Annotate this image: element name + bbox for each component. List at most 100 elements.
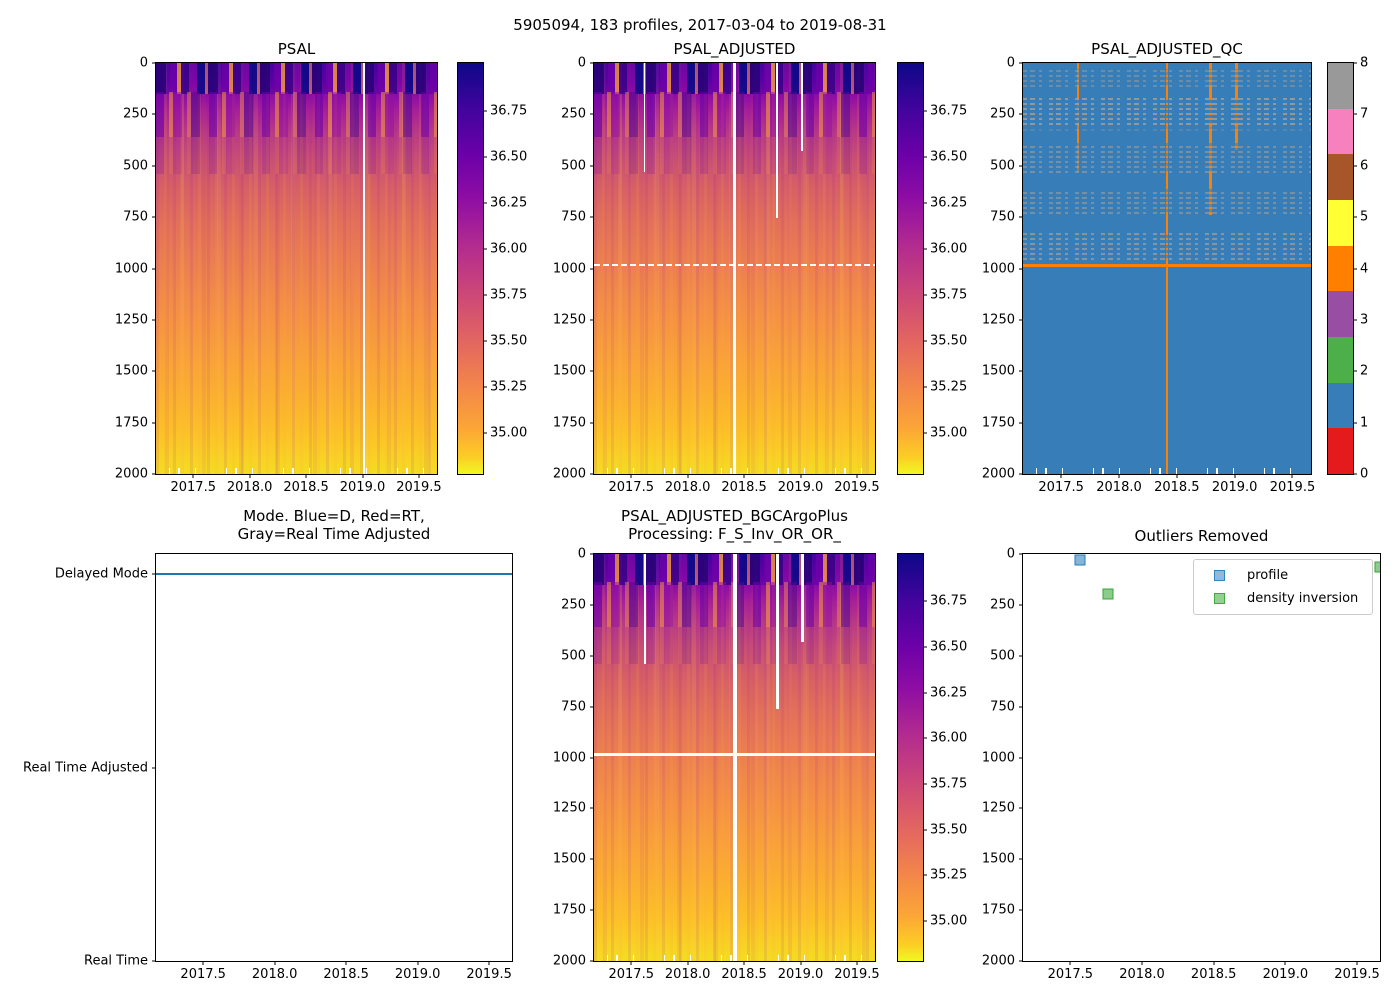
data-gap-hline — [594, 264, 875, 267]
y-tick-label: 1750 — [552, 415, 586, 431]
x-tick-label: 2019.5 — [834, 480, 880, 495]
x-tick-label: 2018.0 — [226, 480, 273, 495]
data-gap-line — [800, 63, 803, 152]
colorbar-tick-label: 36.00 — [930, 730, 968, 746]
colorbar-tick-mark — [923, 920, 927, 922]
y-tick-mark — [590, 422, 594, 424]
colorbar-tick-mark — [1353, 319, 1357, 321]
colorbar-tick-label: 36.25 — [930, 685, 968, 701]
data-gap-line — [1209, 63, 1213, 216]
colorbar-tick-label: 36.25 — [490, 195, 528, 211]
y-tick-label: 500 — [561, 158, 586, 174]
y-tick-mark — [590, 473, 594, 475]
colorbar-tick-mark — [1353, 422, 1357, 424]
y-tick-mark — [1019, 422, 1023, 424]
x-tick-mark — [630, 961, 632, 965]
y-tick-mark — [152, 767, 156, 769]
y-tick-mark — [152, 422, 156, 424]
data-gap-line — [643, 63, 646, 172]
qc-flag-band — [1023, 232, 1311, 261]
qc-colorbar: 0 1 2 3 4 5 6 7 8 — [1327, 57, 1368, 481]
y-tick-mark — [590, 553, 594, 555]
y-tick-label: 1250 — [981, 312, 1015, 328]
heatmap-surface-layer — [156, 63, 437, 94]
x-tick-label: 2019.0 — [1211, 480, 1258, 495]
x-tick-label: 2018.5 — [1154, 480, 1200, 495]
x-tick-mark — [743, 961, 745, 965]
x-tick-mark — [249, 474, 251, 478]
y-tick-label: 1500 — [114, 363, 148, 379]
colorbar-tick-mark — [923, 783, 927, 785]
colorbar-gradient — [458, 63, 483, 474]
y-tick-label: 0 — [139, 55, 148, 71]
heatmap-mid-layer2 — [156, 136, 437, 174]
colorbar-tick-label: 4 — [1360, 261, 1369, 276]
x-tick-label: 2018.5 — [721, 480, 767, 495]
y-tick-label: 1750 — [114, 415, 148, 431]
scatter-point-density-inversion — [1102, 588, 1114, 600]
x-tick-mark — [1060, 474, 1062, 478]
qc-flag-band — [1023, 125, 1311, 132]
y-tick-label: 250 — [990, 597, 1015, 613]
scatter-point-profile — [1074, 554, 1086, 566]
y-tick-label: 1000 — [552, 261, 586, 276]
y-tick-label: 1750 — [552, 902, 586, 918]
x-tick-mark — [202, 961, 204, 965]
colorbar-tick-mark — [483, 110, 487, 112]
colorbar-tick-mark — [923, 692, 927, 694]
y-tick-label: 1750 — [981, 902, 1015, 918]
y-tick-mark — [1019, 604, 1023, 606]
data-gap-line — [362, 63, 365, 474]
y-tick-label: 1000 — [981, 261, 1015, 276]
y-tick-mark — [152, 473, 156, 475]
y-tick-label: 2000 — [552, 953, 586, 969]
x-tick-label: 2017.5 — [608, 480, 654, 495]
y-tick-mark — [152, 216, 156, 218]
y-tick-label: 1500 — [552, 363, 586, 379]
y-category-label: Real Time Adjusted — [23, 760, 148, 776]
x-tick-label: 2018.0 — [664, 480, 711, 495]
y-tick-label: 250 — [561, 597, 586, 613]
colorbar-tick-mark — [923, 156, 927, 158]
colorbar-tick-mark — [483, 340, 487, 342]
x-tick-label: 2017.5 — [608, 967, 654, 982]
x-tick-label: 2017.5 — [180, 967, 226, 982]
y-tick-mark — [152, 62, 156, 64]
x-tick-mark — [305, 474, 307, 478]
colorbar-tick-label: 3 — [1360, 312, 1369, 328]
x-tick-label: 2018.0 — [1096, 480, 1142, 495]
colorbar-tick-label: 35.25 — [490, 379, 528, 395]
x-tick-mark — [687, 961, 689, 965]
y-tick-mark — [1019, 960, 1023, 962]
colorbar-tick-label: 36.75 — [490, 103, 528, 119]
colorbar-gradient — [898, 63, 923, 474]
x-tick-mark — [418, 474, 420, 478]
delayed-mode-line — [156, 572, 512, 576]
x-tick-label: 2018.0 — [1119, 967, 1165, 982]
colorbar-tick-label: 35.50 — [930, 333, 968, 349]
colorbar-tick-label: 36.75 — [930, 103, 968, 119]
colorbar-tick-label: 35.75 — [930, 287, 968, 303]
colorbar-tick-label: 36.75 — [930, 593, 968, 609]
legend-item-density-inversion: density inversion — [1204, 591, 1362, 606]
y-tick-mark — [1019, 268, 1023, 269]
colorbar-tick-mark — [923, 386, 927, 388]
x-tick-mark — [800, 961, 802, 965]
colorbar-tick-mark — [483, 386, 487, 388]
bgc-title: PSAL_ADJUSTED_BGCArgoPlus Processing: F_… — [621, 507, 848, 544]
y-tick-label: 0 — [577, 546, 586, 562]
colorbar-tick-label: 8 — [1360, 55, 1369, 71]
colorbar-tick-label: 35.25 — [930, 867, 968, 883]
y-tick-mark — [1019, 807, 1023, 809]
colorbar-tick-mark — [1353, 268, 1357, 269]
data-gap-line — [732, 63, 736, 474]
y-tick-mark — [590, 268, 594, 269]
psal-colorbar: 36.75 36.50 36.25 36.00 35.75 35.50 35.25 35.00 — [457, 62, 527, 475]
y-tick-label: 1250 — [981, 800, 1015, 816]
qc-flag-band — [1023, 69, 1311, 87]
colorbar-tick-mark — [923, 202, 927, 204]
colorbar-tick-label: 36.25 — [930, 195, 968, 211]
x-tick-label: 2019.5 — [834, 967, 880, 982]
y-tick-mark — [590, 216, 594, 218]
